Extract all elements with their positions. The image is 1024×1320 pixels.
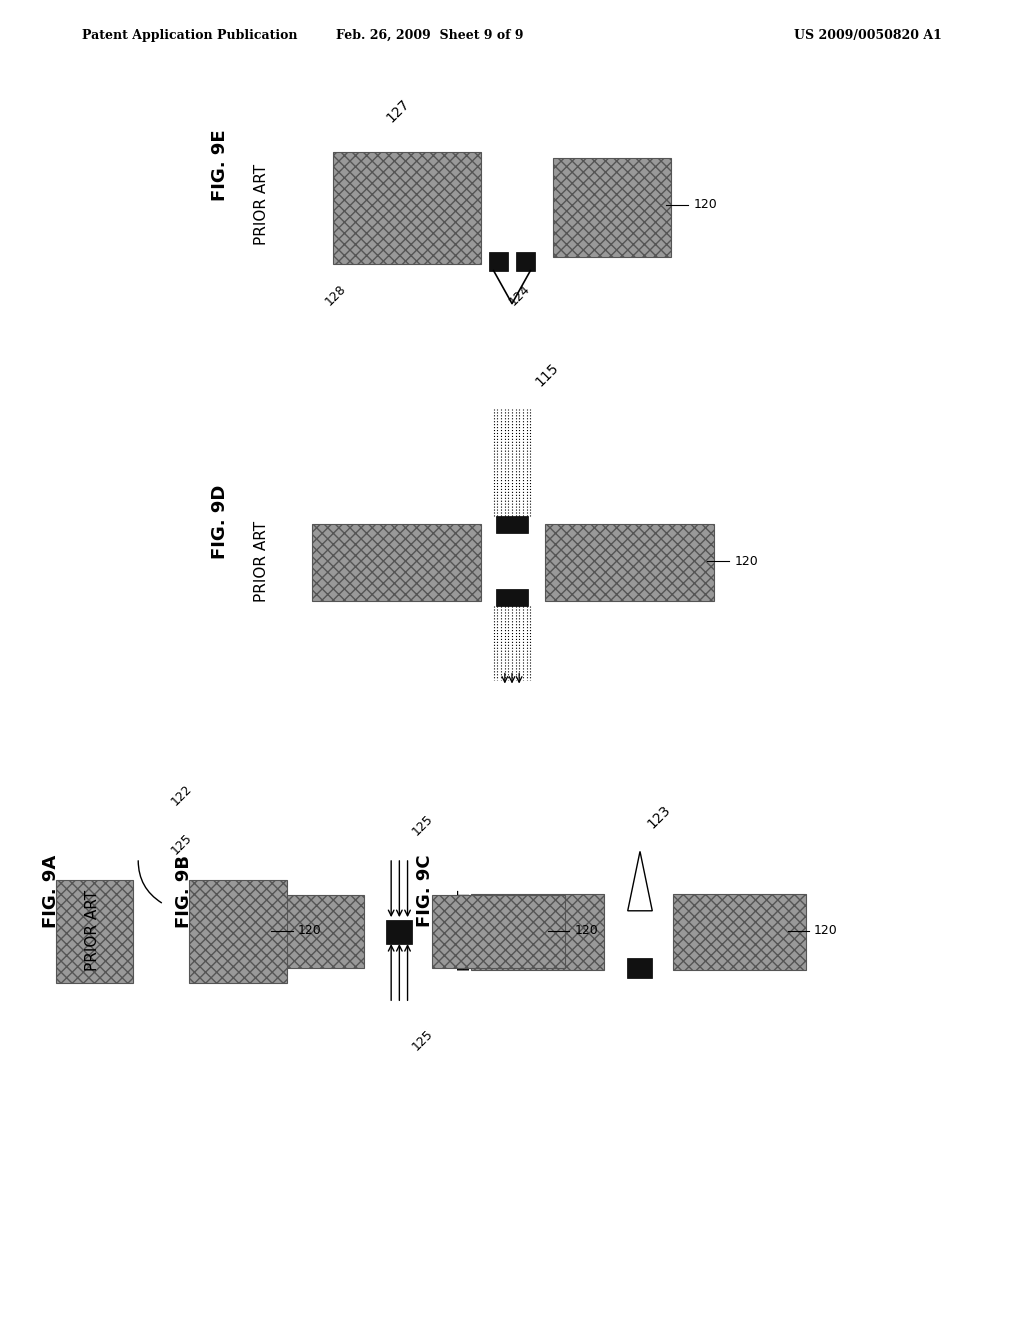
Text: 124: 124 (507, 282, 532, 309)
Text: PRIOR ART: PRIOR ART (254, 520, 268, 602)
Bar (516, 252, 535, 271)
Text: 125: 125 (410, 812, 435, 838)
Bar (627, 958, 652, 978)
Text: 120: 120 (298, 924, 322, 937)
Bar (553, 158, 671, 257)
Bar (56, 880, 133, 983)
Bar (333, 152, 481, 264)
Bar (230, 895, 364, 968)
Text: PRIOR ART: PRIOR ART (218, 890, 232, 972)
Text: Feb. 26, 2009  Sheet 9 of 9: Feb. 26, 2009 Sheet 9 of 9 (336, 29, 524, 42)
Text: 120: 120 (814, 924, 838, 937)
Text: FIG. 9D: FIG. 9D (211, 484, 229, 558)
Bar (489, 252, 508, 271)
Text: FIG. 9A: FIG. 9A (42, 854, 60, 928)
Text: 115: 115 (532, 360, 561, 389)
Text: US 2009/0050820 A1: US 2009/0050820 A1 (795, 29, 942, 42)
Bar (432, 895, 565, 968)
Bar (545, 524, 714, 601)
Text: PRIOR ART: PRIOR ART (85, 890, 99, 972)
Bar (496, 516, 528, 533)
Bar (189, 880, 287, 983)
Text: PRIOR ART: PRIOR ART (254, 164, 268, 246)
Text: 120: 120 (574, 924, 598, 937)
Bar (471, 894, 604, 970)
Text: 123: 123 (645, 803, 674, 832)
Text: 120: 120 (734, 554, 758, 568)
Bar (386, 920, 412, 944)
Bar (312, 524, 481, 601)
Text: FIG. 9B: FIG. 9B (175, 854, 194, 928)
Bar (673, 894, 806, 970)
Text: 122: 122 (169, 781, 195, 808)
Text: 127: 127 (384, 96, 413, 125)
Text: 128: 128 (323, 282, 348, 309)
Text: 125: 125 (410, 1027, 435, 1053)
Text: PRIOR ART: PRIOR ART (459, 890, 473, 972)
Bar (496, 589, 528, 606)
Text: Patent Application Publication: Patent Application Publication (82, 29, 297, 42)
Text: FIG. 9C: FIG. 9C (416, 854, 434, 928)
Polygon shape (628, 851, 652, 911)
Text: 125: 125 (169, 832, 195, 858)
Text: FIG. 9E: FIG. 9E (211, 129, 229, 201)
Text: 120: 120 (693, 198, 717, 211)
